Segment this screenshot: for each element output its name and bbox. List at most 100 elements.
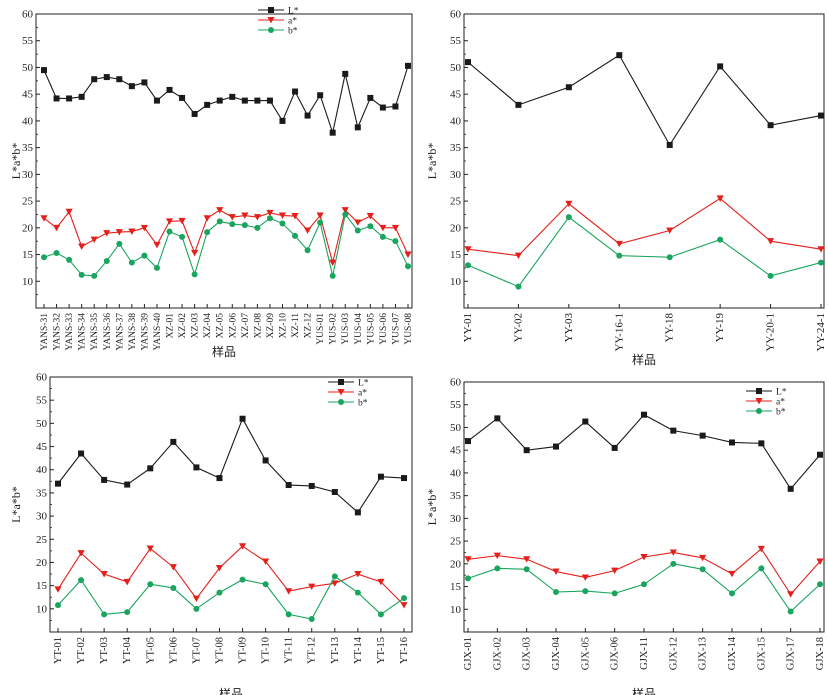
y-tick-label: 60: [36, 372, 48, 384]
data-point: [115, 229, 123, 236]
x-tick-label: YANS-34: [78, 313, 88, 351]
data-point: [729, 439, 735, 446]
data-point: [253, 214, 261, 221]
data-point: [331, 580, 339, 587]
data-point: [699, 554, 707, 562]
data-point: [666, 141, 673, 148]
legend-label: L*: [288, 7, 299, 17]
y-tick-label: 10: [36, 603, 48, 615]
y-tick-label: 30: [450, 169, 462, 181]
x-tick-label: GJX-04: [551, 636, 562, 670]
y-tick-label: 40: [36, 464, 48, 476]
x-tick-label: GJX-02: [492, 637, 503, 670]
data-point: [228, 214, 236, 221]
x-tick-label: YT-11: [284, 637, 295, 664]
x-tick-label: YUS-01: [316, 313, 326, 345]
data-point: [262, 457, 269, 464]
data-point: [316, 212, 324, 219]
data-point: [787, 485, 794, 492]
series-line: [467, 563, 821, 613]
x-tick-label: GJX-14: [727, 636, 738, 670]
y-tick-label: 25: [450, 536, 462, 548]
legend-label: L*: [776, 388, 787, 398]
x-axis-title: 样品: [219, 686, 243, 695]
x-tick-label: XZ-03: [191, 313, 201, 339]
legend-label: a*: [776, 398, 785, 408]
data-point: [191, 110, 198, 117]
x-tick-label: GJX-18: [815, 637, 826, 670]
legend: L*a*b*: [328, 379, 369, 409]
data-point: [757, 545, 765, 553]
data-point: [153, 241, 161, 249]
data-point: [758, 565, 765, 572]
data-point: [331, 573, 338, 580]
y-tick-label: 30: [36, 511, 48, 523]
y-tick-label: 15: [450, 581, 462, 593]
y-tick-label: 15: [22, 249, 34, 261]
plot-frame: [463, 381, 825, 633]
data-point: [817, 451, 823, 458]
data-point: [392, 238, 399, 245]
x-tick-label: XZ-11: [291, 313, 301, 338]
legend-label: a*: [358, 389, 367, 399]
y-tick-label: 10: [22, 276, 34, 288]
data-point: [193, 605, 200, 612]
legend-marker: [337, 389, 345, 396]
series-line: [57, 417, 405, 514]
data-point: [128, 259, 135, 266]
data-point: [666, 227, 674, 234]
data-point: [494, 415, 501, 422]
data-point: [66, 95, 73, 102]
data-point: [239, 576, 246, 583]
data-point: [229, 93, 236, 100]
data-point: [767, 122, 774, 129]
data-point: [147, 581, 154, 588]
plot-frame: [35, 13, 413, 309]
data-point: [153, 264, 160, 271]
y-tick-label: 60: [450, 377, 462, 389]
legend-marker: [267, 17, 275, 24]
data-point: [670, 560, 677, 567]
data-point: [141, 79, 148, 86]
data-point: [523, 556, 531, 563]
data-point: [308, 482, 315, 489]
data-point: [141, 252, 148, 259]
series-line: [43, 213, 409, 277]
data-point: [147, 465, 154, 472]
y-tick-label: 10: [450, 604, 462, 616]
data-point: [266, 209, 274, 217]
data-point: [818, 259, 824, 266]
data-point: [165, 218, 174, 225]
data-point: [523, 566, 530, 573]
y-tick-label: 15: [450, 249, 462, 261]
data-point: [377, 611, 384, 618]
data-point: [229, 221, 236, 228]
y-tick-label: 30: [22, 169, 34, 181]
data-point: [241, 97, 248, 104]
data-point: [241, 222, 248, 229]
data-point: [817, 581, 823, 588]
data-point: [465, 575, 471, 582]
legend-marker: [756, 388, 762, 394]
data-point: [204, 101, 211, 108]
x-tick-label: YANS-35: [90, 313, 100, 351]
data-point: [404, 251, 412, 258]
data-point: [40, 215, 48, 222]
data-point: [816, 558, 824, 565]
series-L: [55, 415, 407, 516]
data-point: [103, 257, 110, 264]
legend-label: b*: [776, 408, 786, 418]
x-tick-label: XZ-01: [166, 313, 176, 339]
data-point: [818, 112, 824, 119]
x-tick-label: YT-13: [330, 637, 341, 664]
y-tick-label: 40: [22, 115, 34, 127]
data-point: [392, 103, 399, 110]
data-point: [611, 444, 618, 451]
x-tick-label: YY-03: [563, 313, 575, 343]
x-tick-label: YT-05: [145, 637, 156, 664]
data-point: [146, 545, 154, 552]
x-tick-label: GJX-13: [698, 637, 709, 670]
x-tick-label: GJX-17: [786, 637, 797, 670]
data-point: [615, 240, 623, 248]
